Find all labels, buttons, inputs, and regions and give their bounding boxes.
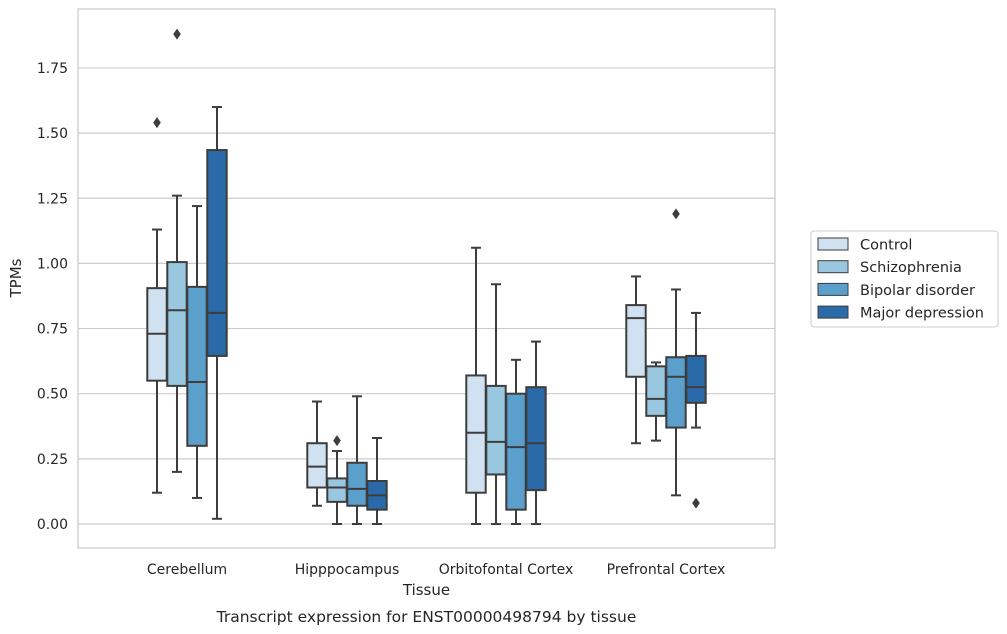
legend-label: Major depression — [860, 306, 984, 322]
legend-swatch — [817, 237, 849, 251]
box-iqr — [685, 354, 707, 404]
box-iqr — [346, 461, 368, 507]
legend: Control Schizophrenia Bipolar disorder Majo… — [810, 230, 999, 328]
y-tick-label: 1.50 — [37, 126, 68, 142]
box-iqr — [186, 285, 208, 447]
box-iqr — [625, 304, 647, 378]
box-iqr — [505, 392, 527, 511]
y-tick-labels: 0.00 0.25 0.50 0.75 1.00 1.25 1.50 1.75 — [37, 61, 68, 533]
x-tick-label: Cerebellum — [147, 562, 227, 578]
chart-caption: Transcript expression for ENST0000049879… — [216, 608, 637, 626]
box-iqr — [665, 356, 687, 429]
legend-swatch — [817, 260, 849, 274]
box-groups — [146, 28, 707, 525]
y-tick-label: 1.00 — [37, 256, 68, 272]
x-axis-title: Tissue — [402, 581, 450, 599]
legend-label: Bipolar disorder — [860, 283, 975, 299]
legend-frame — [810, 230, 999, 328]
box-iqr — [485, 384, 507, 476]
x-tick-label: Prefrontal Cortex — [607, 562, 726, 578]
box-group-hipppocampus — [306, 395, 388, 525]
plot-area-frame — [77, 8, 776, 549]
box-iqr — [465, 374, 487, 494]
outlier-point — [672, 208, 680, 220]
y-tick-label: 0.00 — [37, 517, 68, 533]
outlier-point — [333, 435, 341, 447]
box-group-prefrontal-cortex — [625, 208, 707, 509]
box-iqr — [206, 149, 228, 357]
gridlines — [78, 67, 775, 525]
y-tick-label: 1.25 — [37, 191, 68, 207]
box-iqr — [306, 442, 328, 489]
x-tick-labels: Cerebellum Hipppocampus Orbitofontal Corte… — [147, 562, 725, 578]
outlier-point — [173, 28, 181, 40]
y-tick-label: 0.75 — [37, 322, 68, 338]
y-tick-label: 0.50 — [37, 387, 68, 403]
y-tick-label: 1.75 — [37, 61, 68, 77]
box-iqr — [166, 261, 188, 387]
box-iqr — [525, 386, 547, 492]
x-tick-label: Orbitofontal Cortex — [439, 562, 574, 578]
y-tick-label: 0.25 — [37, 452, 68, 468]
legend-label: Control — [860, 238, 912, 254]
legend-swatch — [817, 282, 849, 296]
legend-swatch — [817, 305, 849, 319]
box-iqr — [326, 477, 348, 503]
legend-label: Schizophrenia — [860, 260, 962, 276]
box-group-orbitofontal-cortex — [465, 246, 547, 525]
y-axis-title: TPMs — [7, 258, 25, 298]
x-tick-label: Hipppocampus — [295, 562, 400, 578]
box-iqr — [645, 365, 667, 417]
outlier-point — [692, 497, 700, 509]
box-group-cerebellum — [146, 28, 228, 520]
outlier-point — [153, 117, 161, 129]
